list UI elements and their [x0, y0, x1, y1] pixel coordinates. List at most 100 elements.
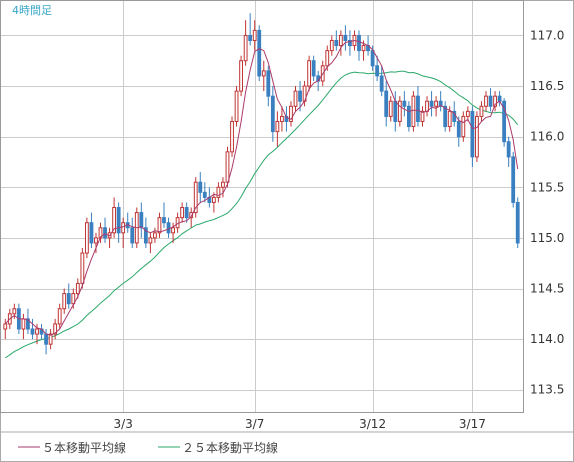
ma5-legend-label: ５本移動平均線 [42, 440, 126, 455]
candle-down [343, 34, 348, 41]
candle-down [162, 217, 166, 224]
candle-up [465, 110, 470, 117]
candle-down [370, 50, 375, 67]
candle-up [325, 50, 330, 67]
candle-up [484, 95, 488, 107]
candle-down [257, 29, 262, 77]
candle-up [121, 222, 126, 234]
candle-up [48, 333, 53, 345]
x-axis-labels: 3/3 3/7 3/12 3/17 [114, 417, 486, 431]
x-tick-label: 3/7 [245, 417, 264, 431]
candle-up [338, 34, 343, 47]
candle-up [329, 39, 334, 52]
candle-up [175, 217, 180, 229]
ma25-line [5, 70, 519, 359]
ma5-line [4, 39, 519, 336]
candle-up [307, 60, 312, 87]
candle-up [112, 207, 117, 234]
candle-down [270, 95, 275, 133]
candle-down [248, 34, 253, 41]
candle-up [57, 308, 62, 325]
candle-up [153, 232, 157, 239]
candle-down [443, 105, 448, 128]
candle-down [266, 70, 271, 97]
candle-down [103, 227, 107, 239]
y-tick-label: 114.0 [530, 332, 564, 346]
candle-down [511, 156, 516, 203]
candle-up [180, 207, 185, 219]
candle-down [30, 328, 35, 335]
candle-down [89, 222, 94, 244]
ma25-line-group [5, 70, 519, 359]
candle-up [420, 110, 425, 122]
candle-down [379, 75, 384, 92]
candle-down [143, 227, 148, 244]
y-tick-label: 114.5 [530, 282, 564, 296]
candle-up [475, 115, 479, 158]
y-tick-label: 116.0 [530, 130, 564, 144]
x-tick-label: 3/12 [359, 417, 386, 431]
candle-up [230, 120, 234, 153]
candle-down [384, 90, 389, 117]
candle-down [44, 333, 48, 345]
ma25-legend-label: ２５本移動平均線 [182, 440, 278, 455]
candle-up [157, 217, 162, 234]
legend: ５本移動平均線 ２５本移動平均線 [18, 440, 278, 455]
y-axis-labels: 117.0 116.5 116.0 115.5 115.0 114.5 114.0 113.5 [530, 28, 564, 396]
candle-down [166, 222, 171, 234]
candle-up [53, 323, 58, 335]
candle-up [434, 100, 439, 107]
timeframe-label: 4時間足 [12, 4, 52, 17]
candle-up [80, 252, 85, 284]
candle-up [225, 151, 230, 183]
candle-down [393, 100, 398, 122]
candle-up [94, 237, 98, 244]
candle-up [84, 222, 89, 254]
candle-down [375, 65, 380, 77]
candle-up [461, 115, 466, 138]
ma5-line-group [4, 39, 519, 336]
y-tick-label: 117.0 [530, 28, 564, 42]
candle-down [506, 141, 511, 158]
candle-down [139, 212, 144, 229]
candle-down [116, 207, 121, 234]
candle-down [429, 100, 434, 107]
candle-down [334, 39, 339, 47]
candle-up [12, 308, 17, 315]
candle-down [298, 90, 302, 102]
candle-down [130, 227, 135, 244]
candle-down [66, 293, 71, 305]
candle-down [497, 95, 502, 102]
candle-up [388, 100, 393, 117]
candle-up [479, 105, 484, 117]
candle-down [470, 110, 475, 158]
candle-up [293, 90, 298, 107]
candle-up [234, 90, 239, 122]
candle-down [488, 95, 493, 107]
candle-up [211, 196, 216, 203]
candles-group [3, 13, 520, 355]
candle-up [243, 34, 248, 62]
y-tick-label: 113.5 [530, 383, 564, 397]
candle-up [75, 282, 80, 295]
candle-up [280, 115, 284, 122]
candle-up [21, 318, 26, 330]
plot-area-border [0, 0, 524, 413]
candle-down [202, 191, 207, 198]
candle-up [3, 323, 8, 330]
candle-up [62, 293, 67, 310]
y-tick-label: 116.5 [530, 79, 564, 93]
candle-up [447, 110, 452, 128]
candle-up [289, 105, 293, 122]
candle-up [397, 100, 402, 122]
candle-up [171, 227, 175, 234]
candle-up [275, 120, 280, 133]
candle-up [261, 70, 266, 77]
candle-up [361, 45, 366, 52]
candle-down [402, 100, 407, 107]
candle-up [148, 237, 153, 244]
candle-down [26, 318, 30, 330]
